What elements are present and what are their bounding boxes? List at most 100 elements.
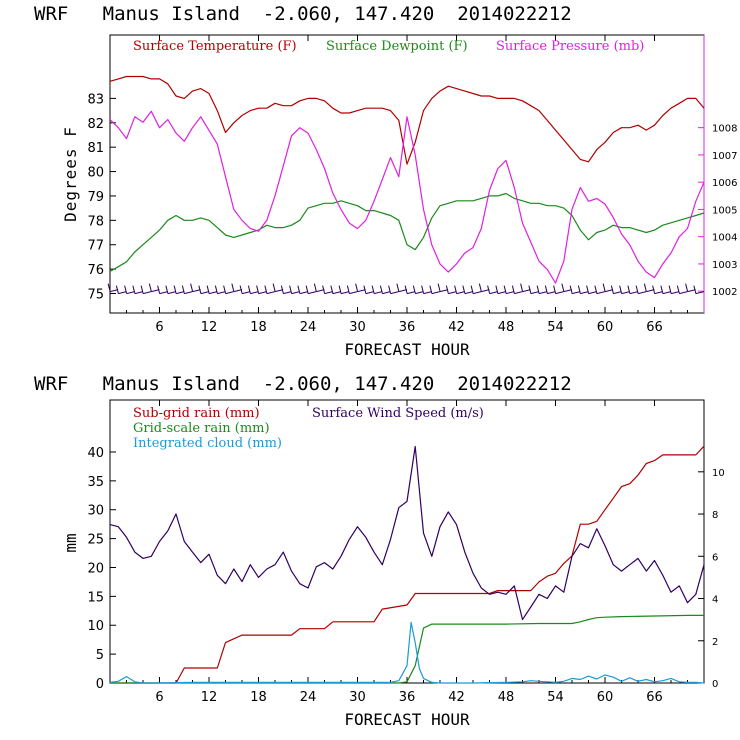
wind-barb-flag	[445, 285, 449, 294]
wind-barb	[511, 285, 523, 295]
wind-barb-shaft	[563, 289, 572, 293]
wind-barb	[478, 283, 490, 293]
wind-barb	[429, 285, 440, 295]
wind-barb-shaft	[662, 291, 671, 295]
legend-integrated-cloud: Integrated cloud (mm)	[133, 436, 282, 451]
wind-barb-flag	[206, 285, 210, 294]
top-y-tick-label: 79	[87, 190, 104, 205]
wind-barb-flag	[676, 285, 680, 294]
wind-barb-flag	[247, 285, 251, 294]
wind-barb-shaft	[110, 289, 119, 293]
wind-barb	[140, 285, 152, 295]
wind-barb-flag	[148, 283, 152, 292]
wind-barb-shaft	[159, 291, 168, 295]
wind-barb	[181, 285, 193, 295]
wind-barb	[198, 285, 209, 295]
wind-barb	[280, 285, 292, 295]
top-x-tick-label: 18	[250, 320, 267, 335]
wind-barb-shaft	[506, 291, 515, 295]
bottom-x-tick-label: 6	[155, 690, 163, 705]
bottom-y-tick-label: 35	[87, 475, 104, 490]
wind-barb-shaft	[151, 289, 160, 293]
wind-barb-shaft	[275, 289, 284, 293]
wind-barb-shaft	[316, 289, 325, 293]
wind-barb-shaft	[349, 291, 358, 295]
bottom-series-group	[109, 445, 705, 684]
wind-barb-shaft	[308, 291, 317, 295]
wind-barb-shaft	[580, 291, 589, 295]
wind-barb	[379, 285, 391, 295]
wind-barb-shaft	[522, 289, 531, 293]
wind-barb-flag	[396, 283, 400, 292]
sub-grid-rain-line	[110, 445, 705, 684]
bottom-y-axis-label: mm	[61, 533, 80, 552]
wind-barb-shaft	[687, 289, 696, 293]
wind-barb-flag	[487, 285, 491, 294]
wind-barb	[363, 285, 374, 295]
wind-barb-flag	[685, 283, 689, 292]
wind-barb-shaft	[646, 289, 655, 293]
top-x-tick-label: 24	[300, 320, 317, 335]
wind-barb-shaft	[143, 291, 152, 295]
wind-barb	[610, 285, 622, 295]
top-x-tick-label: 54	[547, 320, 564, 335]
bottom-y-tick-label: 5	[96, 648, 104, 663]
wind-barb-shaft	[233, 289, 242, 293]
wind-barb-shaft	[324, 291, 333, 295]
wind-barb-shaft	[440, 289, 449, 293]
top-ticks: 6 12 18 24 30 36 42 48 54 60 66 75 76 77 78 79 80 81 82 83 1…	[87, 35, 737, 335]
wind-barb-flag	[561, 283, 565, 292]
wind-barb	[487, 285, 498, 295]
top-y-tick-label: 78	[87, 214, 104, 229]
wind-barb-flag	[643, 283, 647, 292]
wind-barb	[173, 285, 185, 295]
wind-barb	[231, 283, 242, 293]
top-series-group	[109, 75, 705, 284]
wind-barb-flag	[495, 285, 499, 294]
wind-barb-shaft	[167, 291, 176, 295]
wind-barb-shaft	[266, 291, 275, 295]
wind-barb-flag	[602, 283, 606, 292]
top-x-tick-label: 48	[498, 320, 515, 335]
bottom-x-tick-label: 24	[300, 690, 317, 705]
wind-barb-shaft	[629, 291, 638, 295]
bottom-x-tick-label: 48	[498, 690, 515, 705]
bottom-y-tick-label: 25	[87, 533, 104, 548]
wind-barb-shaft	[184, 291, 193, 295]
wind-barb-flag	[371, 285, 375, 294]
bottom-x-tick-label: 30	[349, 690, 366, 705]
wind-barb-flag	[165, 285, 169, 294]
wind-barb-flag	[322, 285, 326, 294]
wind-barb	[421, 285, 432, 295]
wind-barb	[223, 285, 234, 295]
wind-barb	[676, 285, 688, 295]
legend-surface-pressure: Surface Pressure (mb)	[496, 39, 644, 54]
wind-barb	[124, 285, 135, 295]
wind-barb-flag	[536, 285, 540, 294]
bottom-y-tick-label: 0	[96, 677, 104, 692]
wind-barb-flag	[289, 285, 293, 294]
top-y-axis-label: Degrees F	[61, 126, 80, 222]
wind-barb-flag	[388, 285, 392, 294]
wind-barb	[602, 283, 614, 293]
surface-pressure-line	[109, 110, 705, 284]
wind-barb	[470, 285, 482, 295]
wind-barb-shaft	[209, 291, 218, 295]
wind-barb-flag	[181, 285, 185, 294]
wind-barb	[404, 285, 416, 295]
wind-barb	[668, 285, 680, 295]
wind-barb-flag	[264, 285, 268, 294]
legend-surface-temperature: Surface Temperature (F)	[133, 39, 297, 54]
wind-barb	[619, 285, 630, 295]
wind-barb-flag	[635, 285, 639, 294]
wind-barb	[454, 285, 465, 295]
wind-barb-shaft	[489, 291, 498, 295]
wind-barb-flag	[346, 285, 350, 294]
top-chart-title: WRF Manus Island -2.060, 147.420 2014022…	[34, 3, 572, 25]
wind-barb	[346, 285, 358, 295]
wind-barb-flag	[115, 285, 119, 294]
wind-barb-shaft	[481, 289, 490, 293]
top-y2-tick-label: 1004	[712, 233, 737, 244]
wind-barb	[437, 283, 449, 293]
wind-barb-flag	[577, 285, 581, 294]
